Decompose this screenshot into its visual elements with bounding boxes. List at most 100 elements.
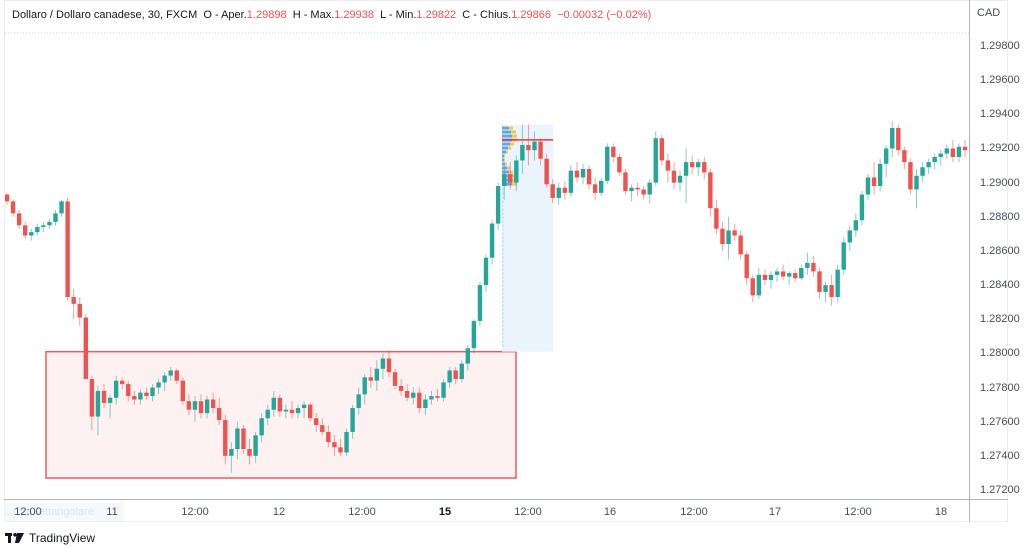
candle xyxy=(338,438,343,456)
candle xyxy=(465,344,471,371)
candle xyxy=(10,199,16,217)
candle xyxy=(417,387,422,414)
candle xyxy=(914,168,919,209)
candle xyxy=(204,396,210,419)
candle xyxy=(811,256,816,277)
candle xyxy=(77,297,82,327)
symbol-name: Dollaro / Dollaro canadese, 30, FXCM xyxy=(12,9,198,21)
candle xyxy=(677,170,683,192)
candle xyxy=(453,367,458,385)
candle xyxy=(332,435,337,456)
candle xyxy=(580,163,586,185)
candle xyxy=(89,375,95,431)
candle xyxy=(641,186,646,200)
candle xyxy=(859,191,865,226)
candle xyxy=(429,390,434,405)
candle xyxy=(702,157,707,180)
candle xyxy=(908,158,913,195)
candle xyxy=(368,367,373,388)
candlestick-plot[interactable] xyxy=(5,1,969,499)
candle xyxy=(59,199,64,217)
low-value: 1.29822 xyxy=(416,9,457,21)
price-tick-label: 1.27400 xyxy=(980,449,1020,462)
candle xyxy=(574,162,580,183)
candle xyxy=(562,180,568,200)
candle xyxy=(53,209,58,226)
candle xyxy=(217,397,222,426)
candle xyxy=(696,158,701,176)
candle xyxy=(162,372,167,391)
candle xyxy=(841,237,846,275)
candle xyxy=(665,153,671,183)
price-tick-label: 1.29000 xyxy=(980,176,1020,189)
candle xyxy=(326,425,331,448)
candle xyxy=(253,431,258,463)
candle xyxy=(83,314,89,379)
candle xyxy=(744,250,749,286)
candle xyxy=(198,394,204,419)
candle xyxy=(210,392,216,414)
candle xyxy=(768,271,774,289)
price-tick-label: 1.28400 xyxy=(980,279,1020,292)
candle xyxy=(890,121,895,157)
candle xyxy=(805,252,810,275)
candle xyxy=(283,404,289,419)
candle xyxy=(180,377,186,405)
candle xyxy=(896,124,901,156)
candle xyxy=(871,162,877,195)
candle xyxy=(829,274,834,306)
candle xyxy=(35,223,40,236)
candle xyxy=(65,197,70,301)
candle xyxy=(138,389,143,405)
candle xyxy=(780,264,786,280)
candle xyxy=(508,162,513,190)
candle xyxy=(950,139,956,163)
candle xyxy=(380,353,386,379)
candle xyxy=(95,385,101,436)
price-tick-label: 1.29600 xyxy=(980,74,1020,87)
candle xyxy=(799,264,804,280)
candle xyxy=(132,390,137,405)
candle xyxy=(586,165,592,190)
candle xyxy=(774,268,780,282)
open-value: 1.29898 xyxy=(246,9,287,21)
time-tick-label: 18 xyxy=(934,506,948,518)
candle xyxy=(441,379,446,402)
candle xyxy=(41,221,46,233)
candle xyxy=(629,184,634,202)
candle xyxy=(611,143,616,163)
price-tick-label: 1.29400 xyxy=(980,108,1020,121)
candle xyxy=(599,177,604,197)
volume-profile-area[interactable] xyxy=(502,124,553,352)
candle xyxy=(186,394,192,415)
price-tick-label: 1.28000 xyxy=(980,347,1020,360)
brand-name: TradingView xyxy=(29,531,96,545)
candle xyxy=(944,145,950,159)
candle xyxy=(483,254,489,292)
time-tick-label: 12:00 xyxy=(14,506,42,518)
close-value: 1.29866 xyxy=(511,9,551,21)
candles xyxy=(5,121,968,473)
tradingview-branding[interactable]: TradingView xyxy=(5,531,95,545)
candle xyxy=(550,179,555,204)
candle xyxy=(459,360,464,383)
candle xyxy=(902,146,907,169)
price-tick-label: 1.28800 xyxy=(980,210,1020,223)
high-value: 1.29938 xyxy=(334,9,375,21)
candle xyxy=(301,401,307,419)
candle xyxy=(853,213,859,238)
candle xyxy=(605,143,610,185)
candle xyxy=(101,384,107,409)
candle xyxy=(404,384,410,402)
candle xyxy=(320,418,325,436)
rectangle-drawing[interactable] xyxy=(45,350,517,479)
candle xyxy=(447,367,452,388)
candle xyxy=(865,174,871,200)
candle xyxy=(501,165,507,200)
candle xyxy=(22,221,28,239)
price-tick-label: 1.29200 xyxy=(980,142,1020,155)
time-tick-label: 12:00 xyxy=(348,506,376,518)
candle xyxy=(113,375,119,405)
candle xyxy=(29,228,34,241)
candle xyxy=(592,177,598,200)
